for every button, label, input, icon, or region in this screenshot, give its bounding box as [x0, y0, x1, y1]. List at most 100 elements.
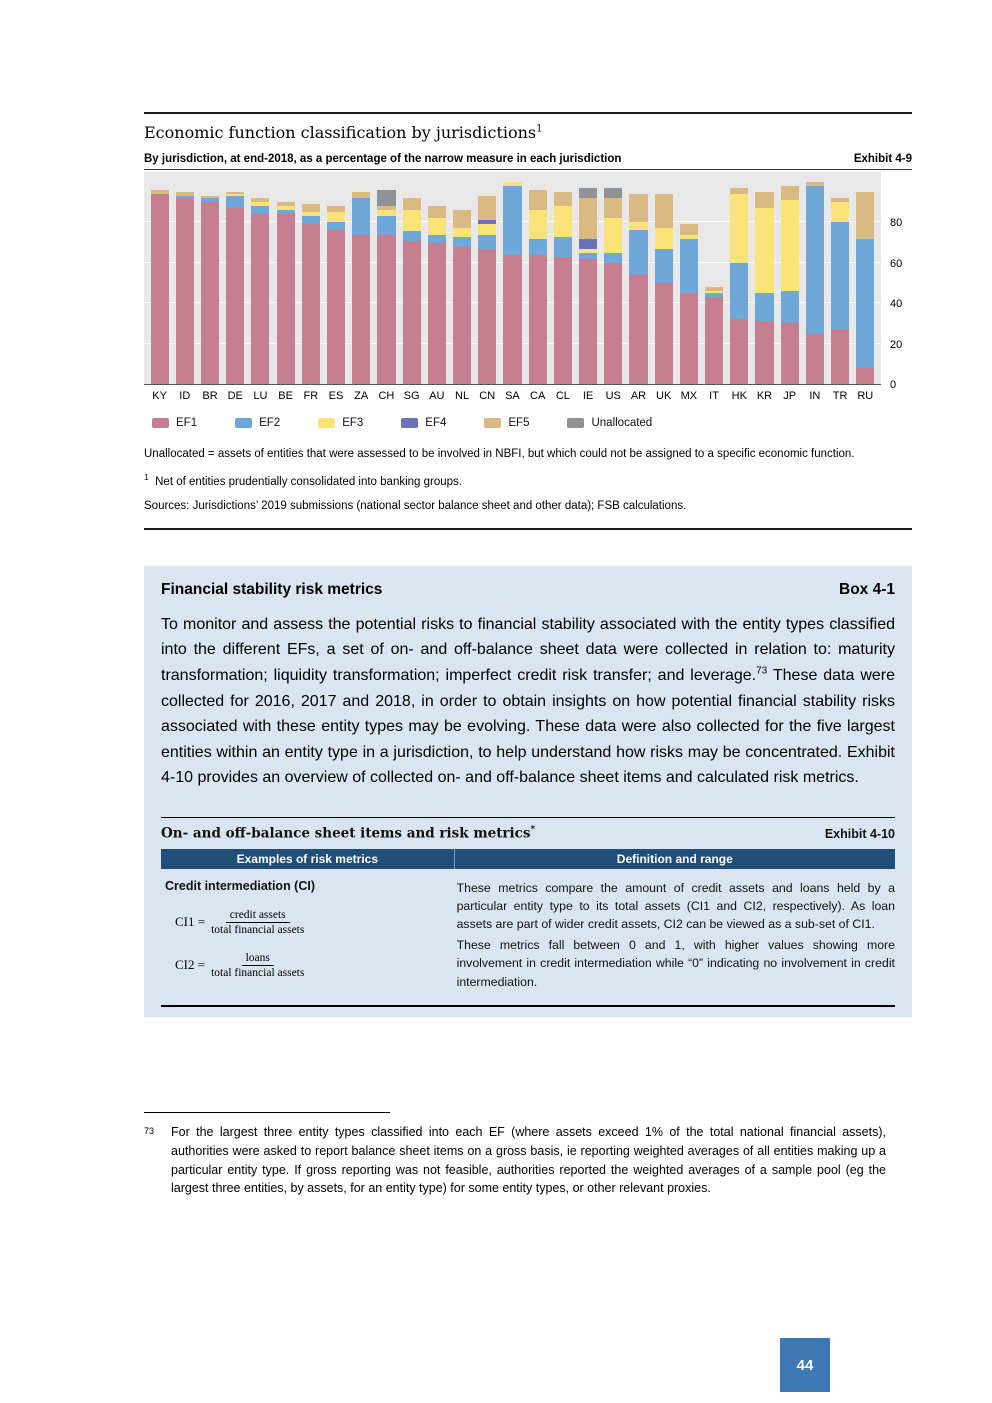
- segment-ef3-hk: [730, 194, 749, 263]
- segment-ef2-sa: [503, 186, 522, 255]
- unallocated-note: Unallocated = assets of entities that we…: [144, 448, 855, 460]
- chart-y-axis-inner: 0 20 40 60 80: [881, 183, 912, 391]
- segment-ef3-au: [427, 218, 446, 235]
- segment-ef5-tr: [831, 198, 850, 203]
- segment-unallocated-us: [604, 188, 623, 199]
- segment-ef2-uk: [654, 248, 673, 283]
- bar-stack-nl: [452, 210, 472, 384]
- bar-es: [323, 206, 348, 384]
- bar-stack-ie: [578, 188, 598, 384]
- bar-ch: [374, 190, 399, 384]
- segment-ef2-kr: [755, 293, 774, 322]
- bar-kr: [752, 192, 777, 384]
- legend-swatch-ef2: [235, 418, 253, 428]
- segment-unallocated-ie: [578, 188, 598, 199]
- segment-ef1-ky: [150, 194, 169, 384]
- x-label-ca: CA: [530, 390, 546, 402]
- bar-us: [601, 188, 626, 384]
- ci1-formula: CI1 = credit assets total financial asse…: [175, 909, 439, 936]
- segment-ef3-ie: [578, 248, 598, 253]
- segment-ef3-cl: [553, 206, 572, 237]
- segment-ef5-ky: [150, 190, 169, 195]
- segment-ef2-ca: [528, 238, 547, 255]
- ci2-denominator: total financial assets: [211, 966, 305, 979]
- x-label-uk: UK: [656, 390, 672, 402]
- segment-ef1-cn: [478, 248, 497, 384]
- segment-ef5-id: [175, 192, 194, 197]
- exhibit-4-10-title-text: On- and off-balance sheet items and risk…: [161, 825, 531, 842]
- segment-ef1-sg: [402, 240, 421, 384]
- legend-swatch-ef1: [152, 418, 169, 428]
- bar-hk: [727, 188, 752, 384]
- x-label-ky: KY: [152, 390, 167, 402]
- bar-id: [172, 192, 197, 384]
- bar-stack-hk: [730, 188, 749, 384]
- table-header-row: Examples of risk metrics Definition and …: [161, 848, 895, 869]
- table-body-row: Credit intermediation (CI) CI1 = credit …: [161, 869, 895, 1008]
- segment-ef3-kr: [755, 208, 774, 294]
- footnote-block: 73 For the largest three entity types cl…: [144, 1112, 912, 1198]
- ci2-label: CI2 =: [175, 957, 206, 972]
- ci2-fraction: loans total financial assets: [211, 952, 304, 979]
- segment-ef2-ar: [629, 230, 648, 275]
- segment-ef3-uk: [654, 228, 673, 249]
- segment-ef4-cn: [478, 220, 497, 225]
- segment-ef5-ie: [578, 198, 598, 239]
- bar-in: [802, 182, 827, 384]
- box-body-part-1: To monitor and assess the potential risk…: [161, 615, 895, 685]
- bar-au: [424, 206, 449, 384]
- segment-ef2-au: [427, 234, 446, 243]
- legend-item-ef2: EF2: [235, 417, 280, 429]
- bar-ky: [147, 190, 172, 384]
- bar-de: [223, 192, 248, 384]
- segment-ef1-za: [352, 234, 371, 384]
- bar-stack-tr: [831, 198, 850, 384]
- bar-stack-ca: [528, 190, 547, 384]
- exhibit-4-9-subhead: By jurisdiction, at end-2018, as a perce…: [144, 153, 912, 170]
- segment-ef3-be: [276, 206, 295, 211]
- exhibit-4-10-label: Exhibit 4-10: [824, 826, 895, 841]
- definition-cell: These metrics compare the amount of cred…: [455, 869, 895, 992]
- segment-ef5-ar: [629, 194, 648, 223]
- segment-ef1-de: [226, 208, 245, 384]
- segment-ef3-ca: [528, 210, 547, 239]
- segment-ef2-ru: [856, 238, 875, 368]
- segment-ef1-ch: [377, 234, 396, 384]
- x-label-cl: CL: [555, 390, 570, 402]
- segment-ef5-hk: [730, 188, 749, 195]
- segment-ef1-be: [276, 214, 295, 384]
- segment-ef2-sg: [402, 230, 421, 241]
- legend-label-unallocated: Unallocated: [591, 417, 653, 429]
- bar-br: [197, 196, 222, 384]
- page-number-badge: 44: [780, 1338, 830, 1392]
- segment-ef2-be: [276, 210, 295, 215]
- segment-ef3-ch: [377, 210, 396, 217]
- footnote-73-reference: 73: [756, 665, 768, 677]
- segment-ef5-za: [352, 192, 371, 199]
- segment-ef1-cl: [553, 256, 572, 384]
- segment-ef2-mx: [679, 238, 698, 294]
- legend-item-unallocated: Unallocated: [567, 417, 652, 429]
- footnote-73-marker: 73: [144, 1126, 155, 1137]
- segment-ef5-lu: [251, 198, 270, 203]
- segment-ef1-es: [326, 230, 346, 384]
- box-4-1: Financial stability risk metrics Box 4-1…: [144, 565, 912, 1018]
- segment-ef5-au: [427, 206, 446, 219]
- segment-ef2-nl: [452, 236, 472, 247]
- segment-ef1-in: [805, 333, 824, 384]
- segment-ef2-es: [326, 222, 346, 231]
- segment-ef2-tr: [831, 222, 850, 330]
- risk-metric-cell: Credit intermediation (CI) CI1 = credit …: [161, 869, 455, 992]
- segment-ef1-uk: [654, 283, 673, 384]
- x-label-cn: CN: [479, 390, 496, 402]
- x-label-fr: FR: [303, 390, 319, 402]
- bar-stack-es: [326, 206, 346, 384]
- y-tick-60: 60: [890, 257, 903, 270]
- ci1-fraction: credit assets total financial assets: [211, 909, 304, 936]
- box-4-1-body: To monitor and assess the potential risk…: [161, 612, 895, 791]
- bar-stack-it: [705, 287, 724, 384]
- segment-ef5-jp: [780, 186, 799, 201]
- bar-stack-ar: [629, 194, 648, 384]
- bar-stack-kr: [755, 192, 774, 384]
